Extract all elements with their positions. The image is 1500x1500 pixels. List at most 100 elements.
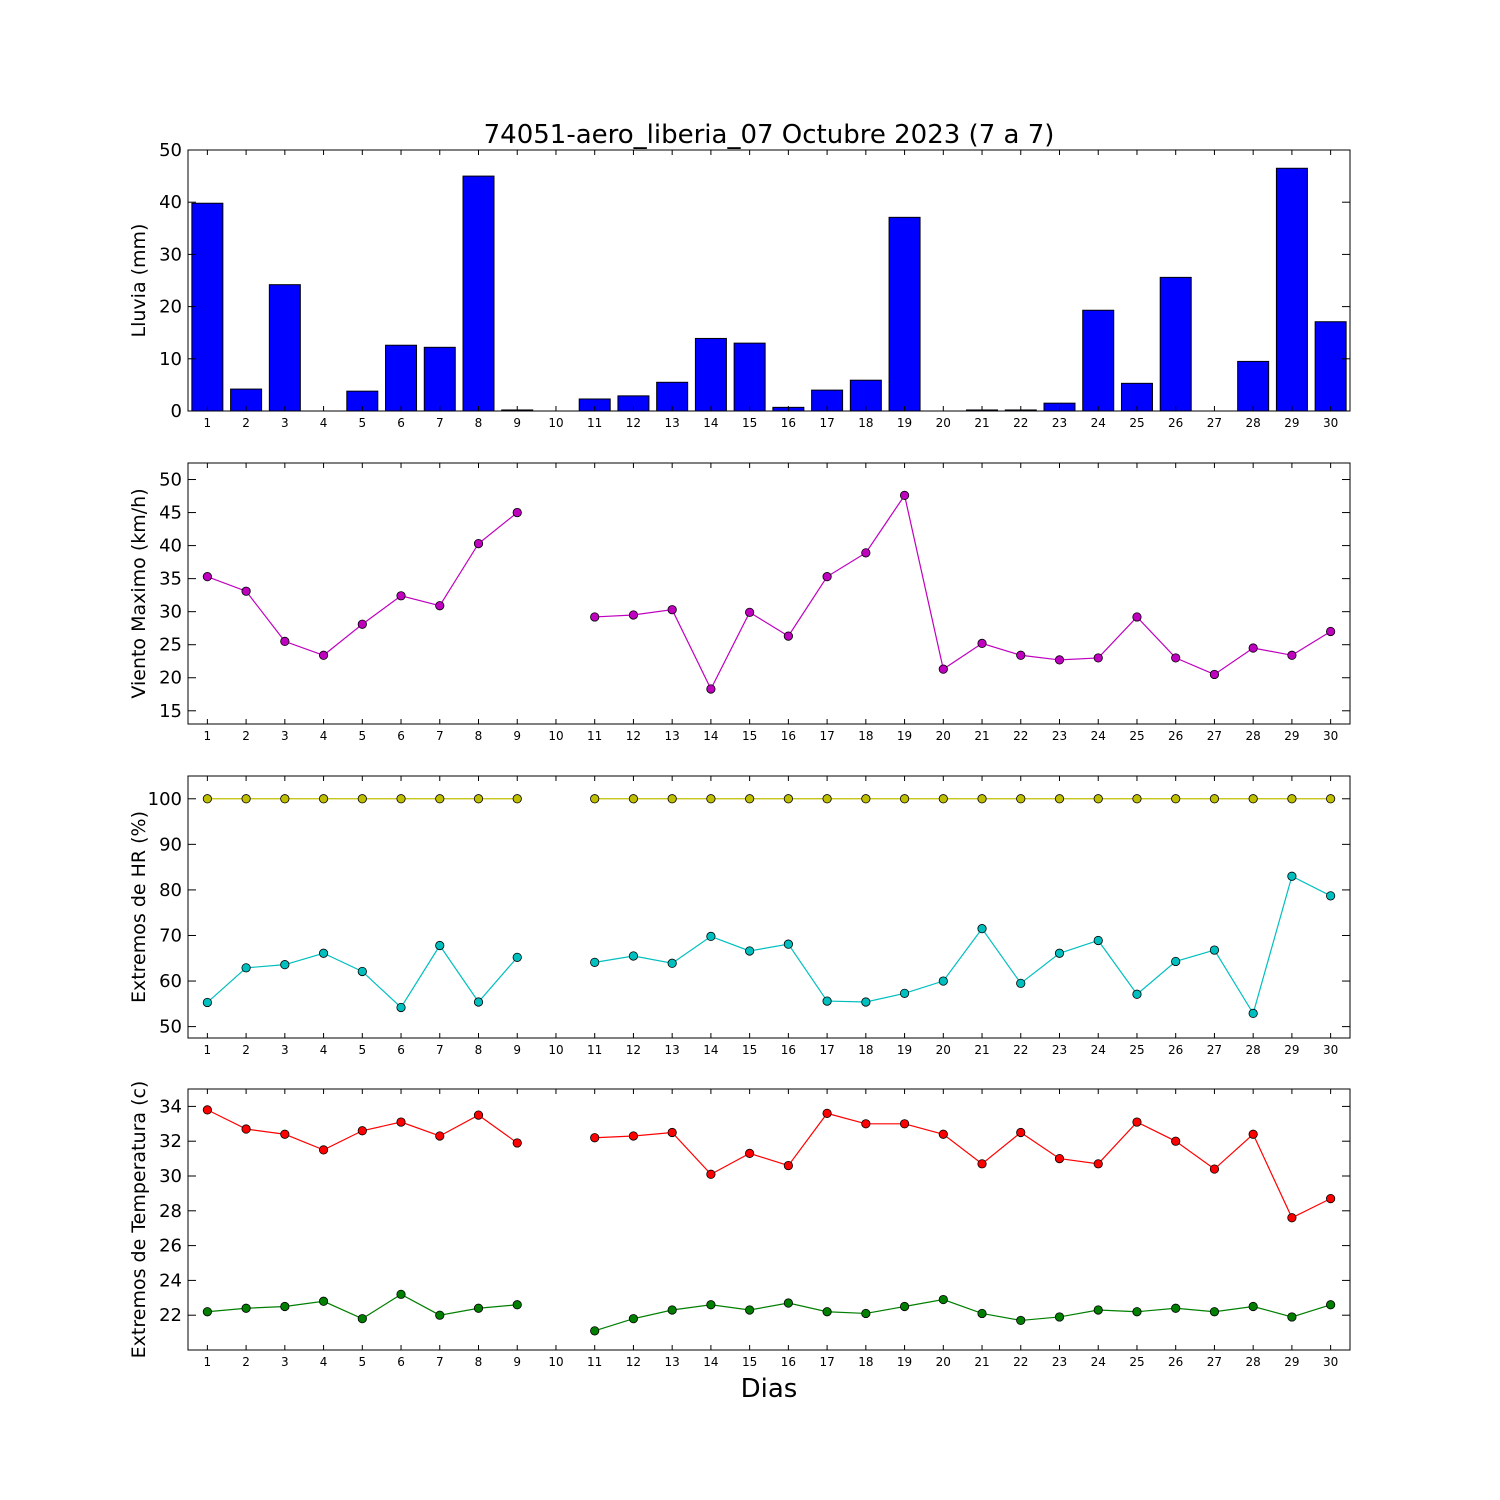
y-tick-label: 30 bbox=[159, 1166, 182, 1187]
x-tick-label: 3 bbox=[281, 1043, 289, 1057]
x-tick-label: 6 bbox=[397, 1355, 405, 1369]
x-tick-label: 26 bbox=[1168, 729, 1183, 743]
x-tick-label: 21 bbox=[974, 1043, 989, 1057]
series-1-point-day-26 bbox=[1171, 794, 1181, 804]
panel-4-frame bbox=[187, 1088, 1351, 1351]
x-tick-label: 2 bbox=[242, 1355, 250, 1369]
y-tick-label: 30 bbox=[159, 602, 182, 623]
x-tick-label: 16 bbox=[781, 1043, 796, 1057]
series-1-point-day-28 bbox=[1248, 794, 1258, 804]
series-1-point-day-4 bbox=[318, 1145, 329, 1155]
x-tick-label: 9 bbox=[513, 1043, 521, 1057]
series-2-point-day-20 bbox=[938, 1294, 948, 1305]
x-tick-label: 15 bbox=[742, 416, 757, 430]
series-2-point-day-27 bbox=[1209, 1307, 1220, 1317]
y-tick-label: 25 bbox=[159, 635, 182, 656]
x-tick-label: 15 bbox=[742, 1043, 757, 1057]
series-1-point-day-27 bbox=[1209, 669, 1220, 680]
x-tick-label: 24 bbox=[1091, 416, 1106, 430]
x-tick-label: 2 bbox=[242, 1043, 250, 1057]
series-1-point-day-27 bbox=[1209, 1164, 1220, 1174]
x-tick-label: 4 bbox=[320, 1355, 328, 1369]
x-tick-label: 28 bbox=[1246, 729, 1261, 743]
x-tick-label: 5 bbox=[358, 416, 366, 430]
y-tick-label: 50 bbox=[159, 1017, 182, 1038]
series-1-point-day-19 bbox=[899, 1119, 910, 1129]
series-2-point-day-16 bbox=[783, 939, 793, 949]
y-tick-label: 80 bbox=[159, 880, 182, 901]
series-1-line-2 bbox=[594, 1112, 1331, 1219]
x-tick-label: 1 bbox=[204, 1355, 212, 1369]
series-1-point-day-17 bbox=[822, 1108, 832, 1118]
x-tick-label: 27 bbox=[1207, 416, 1222, 430]
series-1-point-day-8 bbox=[473, 1110, 484, 1120]
y-tick-label: 22 bbox=[159, 1305, 182, 1326]
series-1-point-day-23 bbox=[1054, 655, 1065, 665]
x-tick-label: 6 bbox=[397, 729, 405, 743]
x-tick-label: 5 bbox=[358, 1355, 366, 1369]
series-1-point-day-29 bbox=[1287, 650, 1297, 660]
x-tick-label: 7 bbox=[436, 729, 444, 743]
series-1-point-day-8 bbox=[473, 539, 484, 549]
series-2-point-day-21 bbox=[977, 1308, 987, 1319]
series-1-point-day-19 bbox=[899, 490, 910, 500]
x-tick-label: 8 bbox=[475, 729, 483, 743]
series-1-point-day-13 bbox=[667, 605, 677, 615]
series-2-point-day-3 bbox=[280, 1301, 290, 1312]
x-tick-label: 19 bbox=[897, 1043, 912, 1057]
x-tick-label: 8 bbox=[475, 416, 483, 430]
panels: 1 2 3 4 5 6 7 8 9 10 11 12 13 14 15 16 17 18 19 20 21 22 23 24 2… bbox=[128, 140, 1351, 1369]
series-1-point-day-6 bbox=[396, 591, 406, 601]
x-tick-label: 25 bbox=[1129, 1355, 1144, 1369]
series-2-point-day-26 bbox=[1171, 956, 1181, 967]
x-tick-label: 29 bbox=[1284, 1043, 1299, 1057]
series-1-point-day-5 bbox=[357, 1126, 367, 1136]
x-tick-label: 1 bbox=[204, 416, 212, 430]
x-tick-label: 13 bbox=[665, 416, 680, 430]
series-2-point-day-25 bbox=[1132, 1307, 1142, 1317]
series-2-point-day-19 bbox=[899, 1301, 910, 1312]
panel-1-frame bbox=[187, 149, 1351, 412]
series-2-point-day-18 bbox=[861, 1308, 871, 1319]
series-1-point-day-22 bbox=[1016, 794, 1026, 804]
x-tick-label: 7 bbox=[436, 416, 444, 430]
series-1-point-day-19 bbox=[899, 794, 910, 804]
x-tick-label: 7 bbox=[436, 1355, 444, 1369]
series-2-point-day-11 bbox=[590, 957, 600, 967]
series-1-point-day-23 bbox=[1054, 1154, 1065, 1164]
series-2-point-day-22 bbox=[1016, 1315, 1026, 1326]
series-2-point-day-1 bbox=[202, 997, 212, 1008]
x-tick-label: 11 bbox=[587, 729, 602, 743]
bar-day-3 bbox=[268, 284, 301, 412]
series-1-point-day-2 bbox=[241, 794, 251, 804]
series-2-point-day-22 bbox=[1016, 978, 1026, 988]
series-2-line-2 bbox=[594, 1298, 1331, 1332]
series-1-point-day-9 bbox=[512, 1138, 522, 1148]
series-1-point-day-20 bbox=[938, 664, 948, 674]
series-2-point-day-24 bbox=[1093, 1305, 1103, 1315]
series-1-point-day-3 bbox=[280, 794, 290, 804]
series-1-point-day-12 bbox=[628, 794, 639, 804]
x-tick-label: 24 bbox=[1091, 1355, 1106, 1369]
series-2-point-day-14 bbox=[706, 1300, 716, 1310]
x-tick-label: 5 bbox=[358, 1043, 366, 1057]
x-tick-label: 21 bbox=[974, 729, 989, 743]
series-1-point-day-25 bbox=[1132, 1117, 1142, 1127]
x-tick-label: 20 bbox=[936, 1043, 951, 1057]
series-2-point-day-28 bbox=[1248, 1008, 1258, 1018]
series-1-point-day-29 bbox=[1287, 794, 1297, 804]
y-tick-label: 40 bbox=[159, 536, 182, 557]
x-tick-label: 27 bbox=[1207, 729, 1222, 743]
x-tick-label: 13 bbox=[665, 729, 680, 743]
x-tick-label: 12 bbox=[626, 1355, 641, 1369]
x-tick-label: 17 bbox=[819, 1355, 834, 1369]
series-2-point-day-28 bbox=[1248, 1301, 1258, 1312]
series-1-point-day-4 bbox=[318, 794, 329, 804]
series-1-point-day-18 bbox=[861, 1119, 871, 1129]
x-tick-label: 8 bbox=[475, 1355, 483, 1369]
y-tick-label: 70 bbox=[159, 925, 182, 946]
bar-day-30 bbox=[1314, 321, 1347, 412]
x-tick-label: 25 bbox=[1129, 1043, 1144, 1057]
